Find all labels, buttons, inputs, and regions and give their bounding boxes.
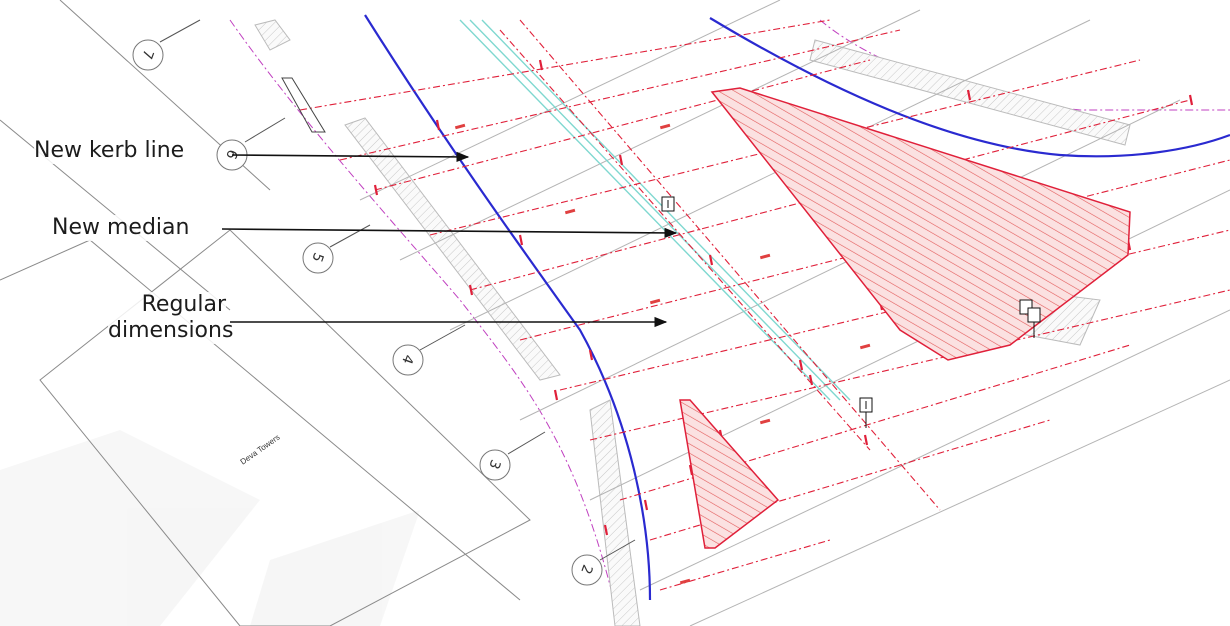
hatched-region-small — [679, 399, 780, 549]
callout-arrows — [221, 151, 678, 328]
grid-bubble-7: 7 — [132, 19, 201, 71]
property-boundary — [229, 19, 1230, 626]
callout-new-median: New median — [52, 215, 190, 241]
callout-regular-line1: Regular — [141, 292, 226, 317]
crossing-symbol — [281, 77, 326, 133]
callout-regular-line2: dimensions — [108, 318, 234, 343]
building-label: Deva Towers — [239, 433, 282, 467]
dimension-text — [454, 123, 986, 585]
grid-bubble-5: 5 — [302, 224, 371, 274]
grid-bubble-4: 4 — [392, 324, 466, 376]
grid-bubble-3: 3 — [479, 431, 546, 481]
callout-kerb-line: New kerb line — [34, 138, 185, 164]
hatched-region-large — [710, 87, 1131, 361]
grid-bubble-6: 6 — [216, 117, 286, 171]
callout-regular-dimensions: Regular dimensions — [108, 292, 234, 344]
watermark — [0, 430, 420, 626]
grid-bubble-2: 2 — [571, 539, 636, 586]
survey-markers — [661, 196, 1041, 428]
footpath-strips — [254, 19, 1131, 626]
